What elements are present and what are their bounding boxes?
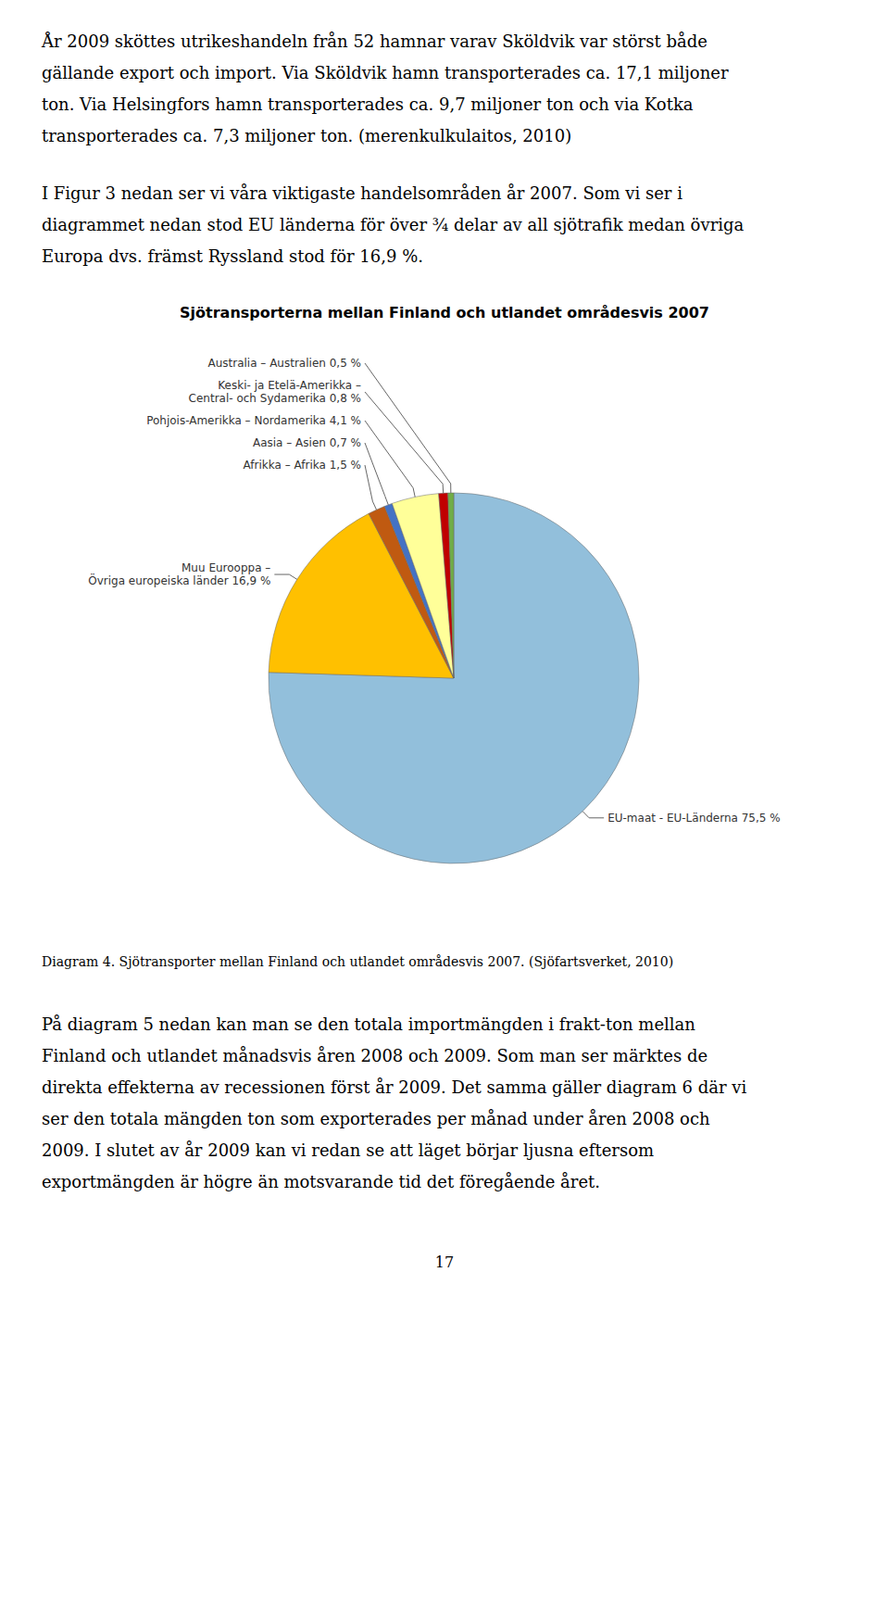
html-text:gällande export och import. Vi: gällande export och import. Via Sköldvik… <box>41 62 729 83</box>
svg-text:Afrikka – Afrika 1,5 %: Afrikka – Afrika 1,5 % <box>243 458 362 472</box>
html-text:I Figur 3 nedan ser vi våra vi: I Figur 3 nedan ser vi våra viktigaste h… <box>41 183 683 203</box>
svg-text:Aasia – Asien 0,7 %: Aasia – Asien 0,7 % <box>252 436 362 450</box>
html-text:Finland och utlandet månadsvis: Finland och utlandet månadsvis åren 2008… <box>41 1045 708 1065</box>
html-text:exportmängden är högre än mots: exportmängden är högre än motsvarande ti… <box>41 1171 601 1191</box>
html-text:direkta effekterna av recessio: direkta effekterna av recessionen först … <box>41 1076 747 1097</box>
svg-text:Australia – Australien 0,5 %: Australia – Australien 0,5 % <box>207 356 362 370</box>
html-text:diagrammet nedan stod EU lände: diagrammet nedan stod EU länderna för öv… <box>41 214 744 235</box>
html-text:2009. I slutet av år 2009 kan: 2009. I slutet av år 2009 kan vi redan s… <box>41 1139 654 1160</box>
svg-text:Muu Eurooppa –Övriga europeisk: Muu Eurooppa –Övriga europeiska länder 1… <box>87 561 271 588</box>
html-text:ton. Via Helsingfors hamn tran: ton. Via Helsingfors hamn transporterade… <box>41 94 694 114</box>
html-text:På diagram 5 nedan kan man se: På diagram 5 nedan kan man se den totala… <box>41 1014 696 1034</box>
svg-text:EU-maat - EU-Länderna 75,5 %: EU-maat - EU-Länderna 75,5 % <box>607 811 781 825</box>
html-text:Diagram 4. Sjötransporter mell: Diagram 4. Sjötransporter mellan Finland… <box>41 953 674 969</box>
svg-text:Pohjois-Amerikka – Nordamerika: Pohjois-Amerikka – Nordamerika 4,1 % <box>146 413 362 427</box>
html-text:ser den totala mängden ton som: ser den totala mängden ton som exportera… <box>41 1108 710 1128</box>
html-text:Sjötransporterna mellan Finlan: Sjötransporterna mellan Finland och utla… <box>179 303 710 322</box>
html-text:transporterades ca. 7,3 miljon: transporterades ca. 7,3 miljoner ton. (m… <box>41 125 572 146</box>
svg-text:Keski- ja Etelä-Amerikka –Cent: Keski- ja Etelä-Amerikka –Central- och S… <box>188 378 362 405</box>
html-text:År 2009 sköttes utrikeshandeln: År 2009 sköttes utrikeshandeln från 52 h… <box>41 31 708 51</box>
html-text:Europa dvs. främst Ryssland st: Europa dvs. främst Ryssland stod för 16,… <box>41 246 424 266</box>
html-text:17: 17 <box>435 1252 454 1271</box>
